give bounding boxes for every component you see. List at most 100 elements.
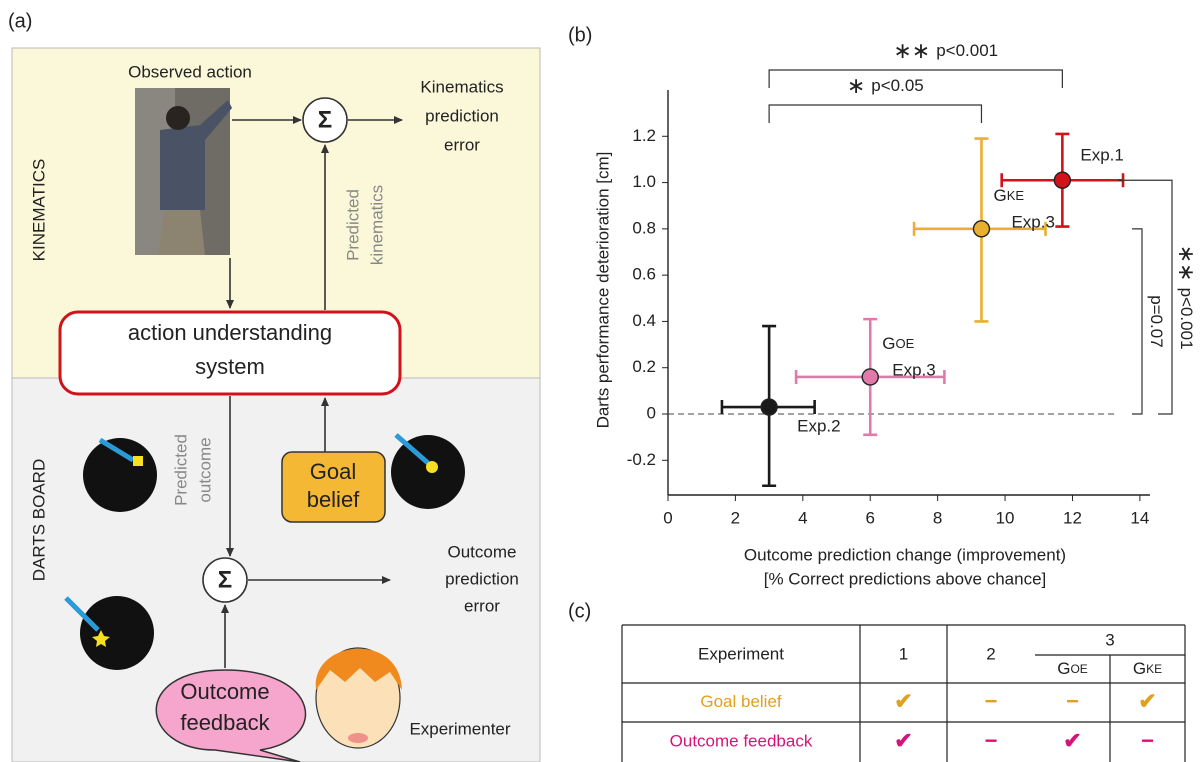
y-tick-label: 0.6: [632, 265, 656, 284]
face: [315, 647, 402, 749]
bracket-label: ∗ p<0.05: [847, 73, 924, 98]
system-box: [58, 310, 402, 396]
table-header: 1: [899, 644, 908, 663]
x-tick-label: 4: [798, 508, 807, 527]
goal-label: Goal: [310, 459, 356, 484]
point: [972, 220, 991, 238]
chart: 0 2 4 6 8 10 12 14 -0.2 0 0.2 0.4 0.6 0.8 1.0 1.2 Outcom…: [593, 38, 1199, 589]
y-tick-label: 1.2: [632, 126, 656, 145]
x-tick-label: 10: [996, 508, 1015, 527]
dart-board: [391, 433, 465, 509]
output-label: error: [464, 596, 500, 615]
sub-main: G: [1057, 659, 1070, 678]
sum-symbol: Σ: [218, 566, 232, 593]
system-label: system: [195, 354, 265, 379]
table-cell: ✔: [894, 728, 912, 753]
y-tick-label: 1.0: [632, 172, 656, 191]
goal-box: [281, 451, 386, 523]
label-sub: KE: [1007, 188, 1025, 203]
y-tick-label: 0.4: [632, 311, 656, 330]
bracket: [768, 104, 983, 123]
edge-label: kinematics: [367, 185, 386, 265]
point: [760, 398, 778, 416]
bracket: [1118, 179, 1173, 415]
edge-label: Predicted: [171, 434, 190, 506]
y-tick-label: 0.2: [632, 357, 656, 376]
point: [861, 368, 879, 386]
row-label: Goal belief: [700, 692, 782, 711]
output-label: Outcome: [448, 542, 517, 561]
panel-label: (b): [568, 24, 592, 46]
table-cell: −: [985, 728, 998, 753]
edge-label: Predicted: [343, 189, 362, 261]
photo-caption: Observed action: [128, 62, 252, 81]
table-cell: −: [985, 688, 998, 713]
point-label: Exp.3: [1011, 212, 1054, 231]
point-label: GKE: [993, 186, 1024, 205]
sum-node: [202, 557, 248, 603]
point: [1053, 171, 1072, 189]
stars: ∗: [847, 73, 865, 98]
x-tick-label: 12: [1063, 508, 1082, 527]
photo: [135, 88, 232, 255]
dart-board: [64, 596, 154, 670]
y-tick-label: -0.2: [627, 450, 656, 469]
sub-main: G: [1133, 659, 1146, 678]
table-cell: ✔: [894, 688, 912, 713]
edge-label: outcome: [195, 437, 214, 502]
point-label: GOE: [882, 334, 914, 353]
table-cell: −: [1066, 688, 1079, 713]
point-label: Exp.2: [797, 417, 840, 436]
x-tick-label: 8: [933, 508, 942, 527]
stars: ∗∗: [893, 38, 930, 63]
point-label: Exp.3: [892, 360, 935, 379]
section-label: DARTS BOARD: [29, 459, 48, 582]
output-label: error: [444, 135, 480, 154]
p-value: p<0.05: [871, 76, 923, 95]
p-value: p<0.001: [936, 41, 998, 60]
stars: ∗∗: [1174, 245, 1199, 282]
y-tick-label: 0.8: [632, 218, 656, 237]
panel-label: (c): [568, 600, 591, 622]
table-cell: ✔: [1138, 688, 1156, 713]
bracket-label: p=0.07: [1147, 295, 1166, 347]
y-tick-label: 0: [647, 403, 656, 422]
bracket-label: ∗∗ p<0.001: [893, 38, 998, 63]
x-axis-label: Outcome prediction change (improvement): [744, 545, 1066, 564]
bracket: [1132, 228, 1143, 415]
table-header: 2: [986, 644, 995, 663]
x-tick-label: 2: [731, 508, 740, 527]
label-main: G: [882, 334, 895, 353]
table-cell: ✔: [1063, 728, 1081, 753]
system-label: action understanding: [128, 320, 332, 345]
bubble-label: feedback: [180, 710, 270, 735]
label-sub: OE: [895, 336, 914, 351]
actor-label: Experimenter: [409, 719, 510, 738]
label-main: G: [993, 186, 1006, 205]
y-axis-label: Darts performance deterioration [cm]: [593, 152, 612, 429]
x-tick-label: 14: [1130, 508, 1149, 527]
bubble-label: Outcome: [180, 679, 269, 704]
sum-node: [302, 97, 348, 143]
x-tick-label: 0: [663, 508, 672, 527]
table-subheader: GKE: [1133, 659, 1162, 678]
table-subheader: GOE: [1057, 659, 1088, 678]
p-value: p<0.001: [1177, 288, 1196, 350]
point-label: Exp.1: [1080, 146, 1123, 165]
dart-board: [83, 437, 157, 512]
p-value: p=0.07: [1147, 295, 1166, 347]
table-header: Experiment: [698, 644, 784, 663]
sum-symbol: Σ: [318, 106, 332, 133]
bracket-label: ∗∗ p<0.001: [1174, 245, 1199, 350]
sub-small: OE: [1070, 662, 1087, 676]
panel-label: (a): [8, 10, 32, 32]
bracket: [768, 69, 1063, 88]
section-label: KINEMATICS: [29, 159, 48, 262]
speech-bubble: [155, 669, 307, 762]
sub-small: KE: [1146, 662, 1162, 676]
x-tick-label: 6: [866, 508, 875, 527]
row-label: Outcome feedback: [670, 731, 813, 750]
x-axis-label: [% Correct predictions above chance]: [764, 569, 1047, 588]
output-label: prediction: [425, 106, 499, 125]
